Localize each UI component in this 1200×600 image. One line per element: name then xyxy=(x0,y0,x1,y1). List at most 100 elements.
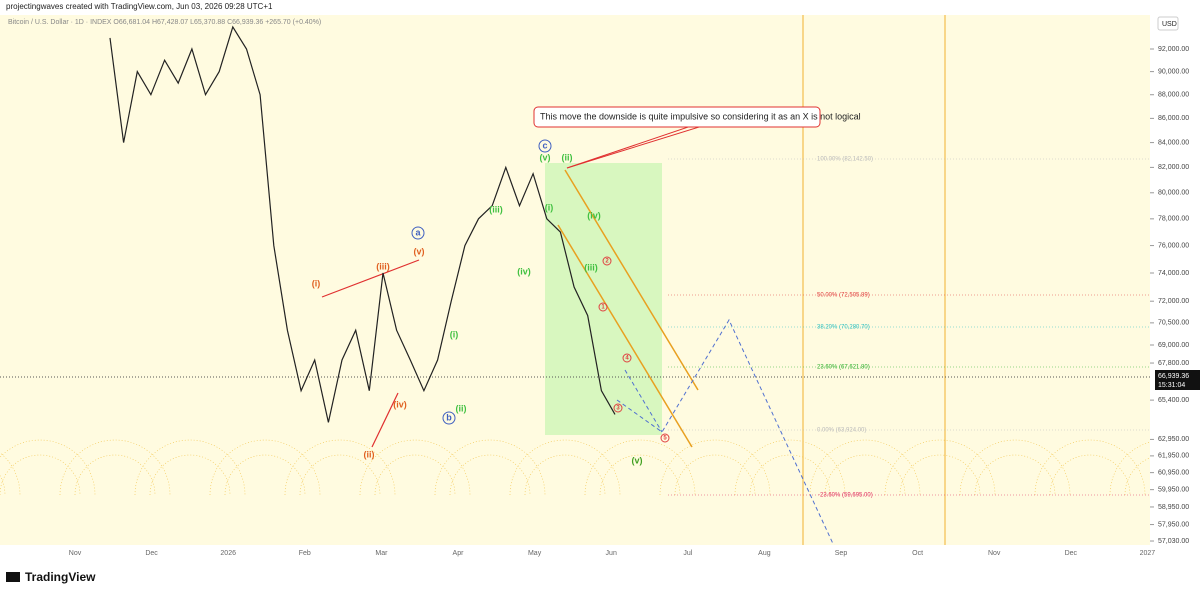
wedge xyxy=(371,392,399,448)
price-axis xyxy=(1150,15,1200,560)
cycle-arc xyxy=(1109,439,1200,496)
wave-label: 2 xyxy=(605,259,609,265)
cycle-arc xyxy=(0,454,81,496)
cycle-arc xyxy=(1034,439,1146,496)
x-tick-label: Nov xyxy=(69,550,82,557)
cycle-arc xyxy=(599,454,681,496)
cycle-arc xyxy=(284,439,396,496)
callout-box xyxy=(533,106,821,128)
wave-label: c xyxy=(542,140,547,150)
fib-label: 38.20% (70,280.70) xyxy=(817,325,870,331)
cycle-arc xyxy=(584,439,696,496)
price-tag xyxy=(1155,370,1200,390)
wave-label: (iii) xyxy=(584,262,598,272)
y-tick-label: 72,000.00 xyxy=(1158,298,1189,305)
cycle-arc xyxy=(659,439,771,496)
wave-circle xyxy=(411,226,425,240)
author: projectingwaves created with TradingView… xyxy=(6,2,273,11)
y-tick-label: 65,400.00 xyxy=(1158,397,1189,404)
fib-label: 100.00% (82,142.50) xyxy=(817,157,873,163)
cycle-arc xyxy=(359,439,471,496)
cycle-arc xyxy=(449,454,531,496)
channel xyxy=(557,224,693,448)
y-tick-label: 78,000.00 xyxy=(1158,216,1189,223)
projection xyxy=(616,318,836,549)
cycle-arc xyxy=(374,454,456,496)
cycle-arc xyxy=(0,452,21,496)
wave-circle xyxy=(660,433,670,443)
channel xyxy=(564,169,699,391)
wave-label: (iv) xyxy=(393,399,407,409)
fib-label: -23.60% (59,695.00) xyxy=(818,493,873,499)
y-tick-label: 62,950.00 xyxy=(1158,436,1189,443)
y-tick-label: 92,000.00 xyxy=(1158,46,1189,53)
x-tick-label: 2027 xyxy=(1140,550,1156,557)
y-tick-label: 61,950.00 xyxy=(1158,453,1189,460)
x-tick-label: Apr xyxy=(453,550,465,557)
cycle-arc xyxy=(74,454,156,496)
x-tick-label: 2026 xyxy=(220,550,236,557)
y-tick-label: 69,000.00 xyxy=(1158,342,1189,349)
fib-label: 23.60% (67,621.80) xyxy=(817,365,870,371)
cycle-arc xyxy=(434,439,546,496)
countdown: 15:31:04 xyxy=(1158,382,1185,389)
currency-box xyxy=(1157,16,1179,31)
wave-label: (i) xyxy=(545,202,554,212)
fib-label: 50.00% (72,505.89) xyxy=(817,293,870,299)
x-tick-label: Dec xyxy=(145,550,158,557)
cycle-arc xyxy=(149,454,231,496)
wave-label: 5 xyxy=(663,436,667,442)
x-tick-label: Jul xyxy=(683,550,692,557)
callout: This move the downside is quite impulsiv… xyxy=(540,111,861,121)
footer: TradingView xyxy=(25,570,96,584)
x-tick-label: Aug xyxy=(758,550,771,557)
logo xyxy=(6,572,20,582)
cycle-arc xyxy=(809,439,921,496)
cycle-arc xyxy=(209,439,321,496)
wave-label: (i) xyxy=(450,329,459,339)
x-tick-label: May xyxy=(528,550,542,557)
wave-circle xyxy=(602,256,612,266)
cycle-arc xyxy=(224,454,306,496)
y-tick-label: 57,030.00 xyxy=(1158,538,1189,545)
cycle-arc xyxy=(899,454,981,496)
y-tick-label: 67,800.00 xyxy=(1158,360,1189,367)
wave-label: (v) xyxy=(632,455,643,465)
wave-circle xyxy=(613,403,623,413)
wave-circle xyxy=(538,139,552,153)
cycle-arc xyxy=(1049,454,1131,496)
wave-label: (ii) xyxy=(562,152,573,162)
wave-label: a xyxy=(415,227,421,237)
wave-circle xyxy=(622,353,632,363)
y-tick-label: 59,950.00 xyxy=(1158,486,1189,493)
cycle-arc xyxy=(749,454,831,496)
x-tick-label: Mar xyxy=(375,550,388,557)
wave-circle xyxy=(442,411,456,425)
wave-circle xyxy=(598,302,608,312)
wave-label: 3 xyxy=(616,406,620,412)
wave-label: (iv) xyxy=(587,210,601,220)
legend: Bitcoin / U.S. Dollar · 1D · INDEX O66,6… xyxy=(8,19,321,26)
cycle-arc xyxy=(134,439,246,496)
cycle-arc xyxy=(0,475,6,496)
wave-label: (iii) xyxy=(489,204,503,214)
cycle-arc xyxy=(299,454,381,496)
cycle-arc xyxy=(884,439,996,496)
price-path xyxy=(109,25,616,423)
y-tick-label: 80,000.00 xyxy=(1158,190,1189,197)
wave-label: 4 xyxy=(625,356,629,362)
cycle-arc xyxy=(959,439,1071,496)
fib-label: 0.00% (63,924.00) xyxy=(817,428,866,434)
wave-label: (i) xyxy=(312,278,321,288)
y-tick-label: 76,000.00 xyxy=(1158,242,1189,249)
y-tick-label: 90,000.00 xyxy=(1158,68,1189,75)
y-tick-label: 74,000.00 xyxy=(1158,270,1189,277)
cycle-arc xyxy=(0,439,96,496)
projection xyxy=(624,369,663,433)
y-tick-label: 88,000.00 xyxy=(1158,92,1189,99)
y-tick-label: 86,000.00 xyxy=(1158,115,1189,122)
wave-label: 1 xyxy=(601,305,605,311)
currency: USD xyxy=(1162,21,1177,28)
